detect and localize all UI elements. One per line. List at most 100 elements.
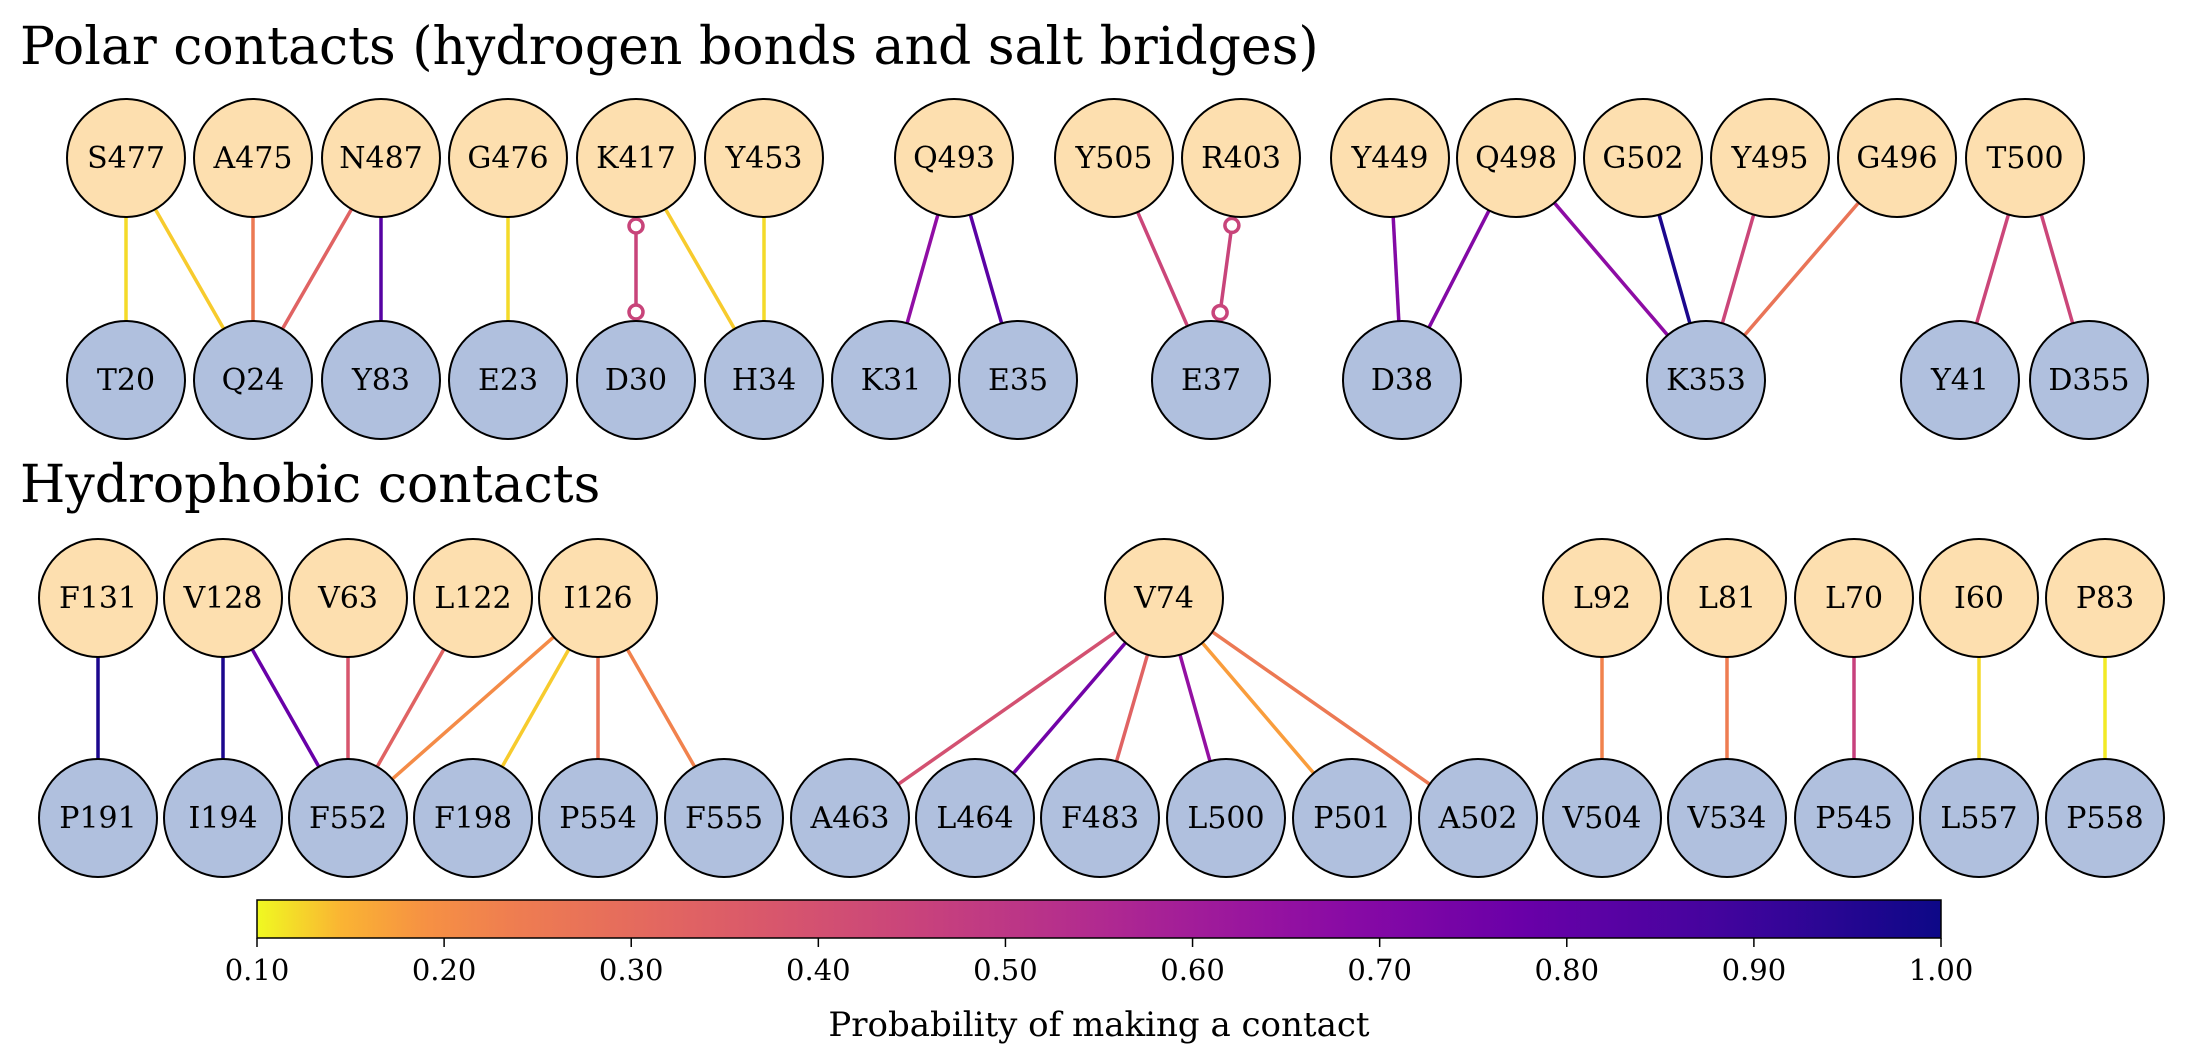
receptor-residue-node: L500 [1166,758,1286,878]
residue-circle [1794,758,1914,878]
polar-contacts-section: Polar contacts (hydrogen bonds and salt … [20,17,2149,440]
receptor-residue-node: Q24 [193,320,313,440]
residue-label: G496 [1856,141,1937,176]
salt-bridge-marker [627,217,645,235]
residue-circle [1667,538,1787,658]
spike-residue-node: G496 [1837,98,1957,218]
spike-residue-node: V63 [288,538,408,658]
residue-circle [1292,758,1412,878]
polar-contact-nodes: S477 A475 N487 G476 K417 Y453 Q493 Y505 R403 Y449… [66,98,2149,440]
receptor-residue-node: E37 [1151,320,1271,440]
residue-label: L92 [1573,581,1631,616]
residue-label: I60 [1954,581,2004,616]
colorbar-tick-label: 0.40 [786,953,851,987]
colorbar-tick-label: 0.20 [412,953,477,987]
residue-label: T500 [1986,141,2063,176]
receptor-residue-node: E35 [958,320,1078,440]
residue-label: L557 [1940,801,2017,836]
residue-circle [413,538,533,658]
residue-label: F131 [59,581,137,616]
residue-circle [538,538,658,658]
residue-circle [1646,320,1766,440]
residue-circle [38,758,158,878]
spike-residue-node: I126 [538,538,658,658]
residue-label: A502 [1438,801,1518,836]
residue-label: Y453 [724,141,802,176]
residue-circle [1542,538,1662,658]
residue-label: Y495 [1730,141,1808,176]
spike-residue-node: G476 [448,98,568,218]
residue-label: Y41 [1930,363,1989,398]
receptor-residue-node: A502 [1418,758,1538,878]
receptor-residue-node: I194 [163,758,283,878]
residue-label: V63 [317,581,378,616]
receptor-residue-node: F552 [288,758,408,878]
residue-circle [193,320,313,440]
residue-circle [1919,758,2039,878]
colorbar-label: Probability of making a contact [828,1005,1369,1045]
salt-bridge-marker [1223,216,1241,235]
residue-circle [2029,320,2149,440]
spike-residue-node: G502 [1583,98,1703,218]
residue-circle [1181,98,1301,218]
contact-edge [1743,201,1860,337]
colorbar: 0.10 0.20 0.30 0.40 0.50 0.60 0.70 0.80 0.90 1.00… [225,899,1974,1045]
spike-residue-node: Y505 [1054,98,1174,218]
residue-label: L464 [936,801,1013,836]
residue-label: R403 [1201,141,1281,176]
residue-circle [1342,320,1462,440]
receptor-residue-node: L464 [915,758,1035,878]
residue-label: V128 [183,581,263,616]
spike-residue-node: L122 [413,538,533,658]
hydrophobic-contact-nodes: F131 V128 V63 L122 I126 V74 L92 L81 L70 I60 P83 P19… [38,538,2165,878]
contact-edge [1553,201,1669,337]
residue-label: I194 [188,801,257,836]
residue-circle [704,98,824,218]
residue-circle [163,538,283,658]
receptor-residue-node: F555 [664,758,784,878]
residue-circle [2045,538,2165,658]
contact-edge [897,630,1117,786]
spike-residue-node: A475 [193,98,313,218]
residue-label: A475 [213,141,293,176]
residue-label: S477 [87,141,165,176]
residue-label: P191 [59,801,136,836]
receptor-residue-node: D38 [1342,320,1462,440]
residue-label: Q498 [1475,141,1557,176]
residue-label: T20 [97,363,155,398]
receptor-residue-node: D355 [2029,320,2149,440]
residue-label: P558 [2066,801,2143,836]
residue-label: E37 [1181,363,1241,398]
colorbar-tick-label: 0.80 [1534,953,1599,987]
colorbar-gradient [256,899,1942,939]
residue-label: D38 [1371,363,1433,398]
residue-circle [1054,98,1174,218]
spike-residue-node: Y495 [1710,98,1830,218]
receptor-residue-node: P191 [38,758,158,878]
contact-edge [153,208,226,330]
spike-residue-node: N487 [321,98,441,218]
polar-section-title: Polar contacts (hydrogen bonds and salt … [20,17,1319,77]
residue-circle [1542,758,1662,878]
residue-label: F552 [309,801,387,836]
residue-label: V504 [1562,801,1642,836]
hydrophobic-contact-edges [96,630,2107,786]
colorbar-tick-label: 0.60 [1160,953,1225,987]
spike-residue-node: S477 [66,98,186,218]
residue-circle [1418,758,1538,878]
residue-circle [1794,538,1914,658]
residue-circle [1166,758,1286,878]
spike-residue-node: L70 [1794,538,1914,658]
receptor-residue-node: Y41 [1900,320,2020,440]
residue-label: D355 [2048,363,2129,398]
residue-label: K31 [861,363,922,398]
spike-residue-node: L92 [1542,538,1662,658]
residue-label: P545 [1815,801,1892,836]
colorbar-tick-label: 1.00 [1909,953,1974,987]
spike-residue-node: V128 [163,538,283,658]
spike-residue-node: T500 [1965,98,2085,218]
colorbar-ticks: 0.10 0.20 0.30 0.40 0.50 0.60 0.70 0.80 0.90 1.00 [225,938,1974,987]
residue-circle [66,98,186,218]
residue-label: Y83 [351,363,410,398]
